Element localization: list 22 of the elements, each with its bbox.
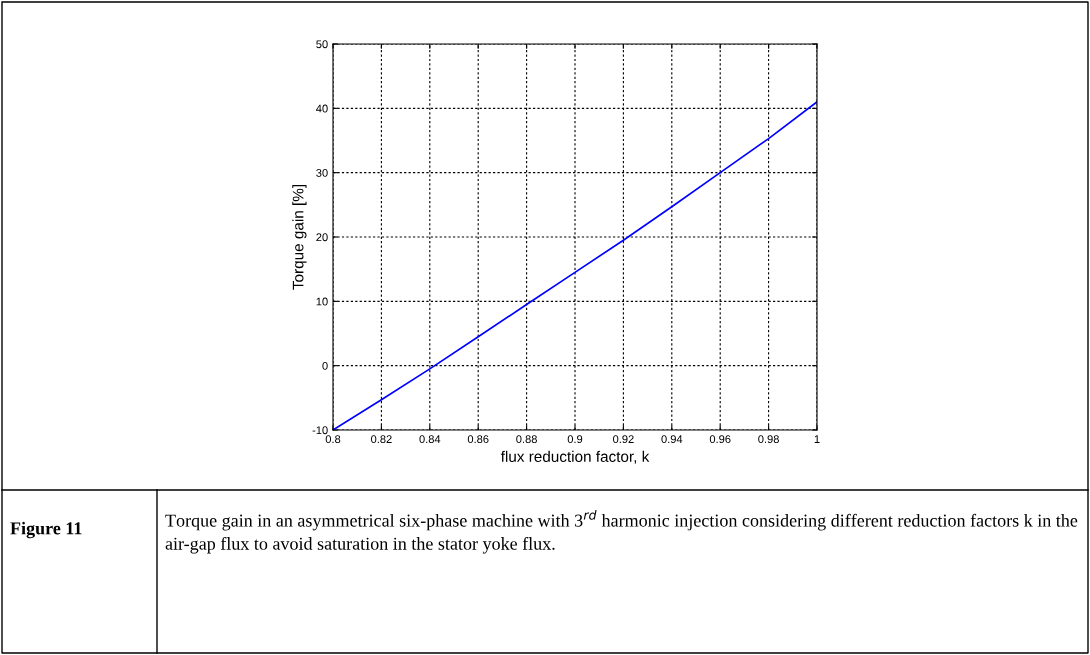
x-tick-label: 0.9 <box>567 435 583 444</box>
x-tick-label: 0.96 <box>709 435 731 444</box>
y-tick-label: 30 <box>316 168 328 177</box>
y-tick-label: -10 <box>312 426 328 435</box>
x-tick-label: 0.82 <box>371 435 392 444</box>
x-tick-label: 0.86 <box>467 435 489 444</box>
y-tick-label: 10 <box>316 297 328 306</box>
y-tick-label: 40 <box>316 104 328 113</box>
y-tick-label: 0 <box>322 361 328 370</box>
text: Torque gain in an asymmetrical six-phase machine with 3$^{rd}$ harmonic injection considering different reduction factors k in the air-gap flux to avoid saturation in the stator yoke flux. <box>165 510 1078 554</box>
x-tick-label: 0.92 <box>613 435 634 444</box>
x-tick-label: 0.84 <box>419 435 441 444</box>
x-tick-label: 0.88 <box>516 435 537 444</box>
y-axis-title: Torque gain [%] <box>292 185 307 290</box>
x-axis-title: flux reduction factor, k <box>500 450 650 464</box>
x-tick-label: 1 <box>814 435 820 443</box>
x-tick-label: 0.94 <box>661 435 683 444</box>
x-tick-label: 0.98 <box>758 435 779 444</box>
caption: Figure 11 <box>10 521 82 539</box>
y-tick-label: 20 <box>316 233 328 242</box>
x-tick-label: 0.8 <box>325 435 341 444</box>
y-tick-label: 50 <box>316 40 328 49</box>
